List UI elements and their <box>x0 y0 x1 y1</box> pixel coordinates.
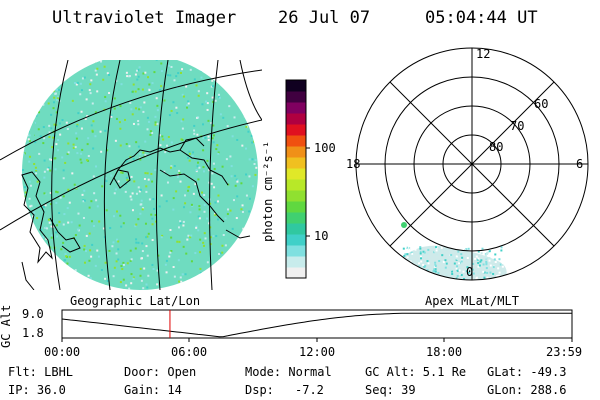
time-tick-2359: 23:59 <box>546 345 583 359</box>
color-bar <box>285 79 310 279</box>
polar-mlt-18: 18 <box>346 157 361 171</box>
seq-status: Seq: 39 <box>365 383 416 397</box>
door-status: Door: Open <box>124 365 197 379</box>
polar-mlt-6: 6 <box>576 157 584 171</box>
altitude-tick-1-8: 1.8 <box>22 326 44 340</box>
dsp-value: -7.2 <box>295 383 324 397</box>
polar-plot <box>355 47 589 281</box>
altitude-tick-9: 9.0 <box>22 307 44 321</box>
time-tick-0000: 00:00 <box>44 345 81 359</box>
date-label: 26 Jul 07 <box>278 8 371 28</box>
uv-edge-patch <box>31 120 37 138</box>
dsp-label: Dsp: <box>245 383 274 397</box>
altitude-axis-label: GC Alt <box>0 304 13 348</box>
map-grid <box>0 60 262 290</box>
filter-status: Flt: LBHL <box>8 365 74 379</box>
polar-mlt-12: 12 <box>476 47 491 61</box>
polar-label: Apex MLat/MLT <box>425 294 519 308</box>
polar-ring-60: 60 <box>534 97 549 111</box>
glat-status: GLat: -49.3 <box>487 365 567 379</box>
polar-ring-70: 70 <box>510 119 525 133</box>
ip-status: IP: 36.0 <box>8 383 66 397</box>
time-label: 05:04:44 UT <box>425 8 538 28</box>
gain-status: Gain: 14 <box>124 383 182 397</box>
time-tick-1200: 12:00 <box>299 345 336 359</box>
colorbar-unit-label: photon cm⁻²s⁻¹ <box>261 140 275 242</box>
map-label: Geographic Lat/Lon <box>70 294 201 308</box>
mode-status: Mode: Normal <box>245 365 332 379</box>
polar-mlt-0: 0 <box>466 265 474 279</box>
polar-ring-80: 80 <box>489 140 504 154</box>
coastlines <box>21 137 251 290</box>
altitude-plot <box>61 309 573 342</box>
time-tick-1800: 18:00 <box>426 345 463 359</box>
colorbar-tick-10: 10 <box>314 229 329 243</box>
time-tick-0600: 06:00 <box>171 345 208 359</box>
gc-alt-status: GC Alt: 5.1 Re <box>365 365 467 379</box>
colorbar-tick-100: 100 <box>314 141 336 155</box>
instrument-title: Ultraviolet Imager <box>52 8 237 28</box>
glon-status: GLon: 288.6 <box>487 383 567 397</box>
